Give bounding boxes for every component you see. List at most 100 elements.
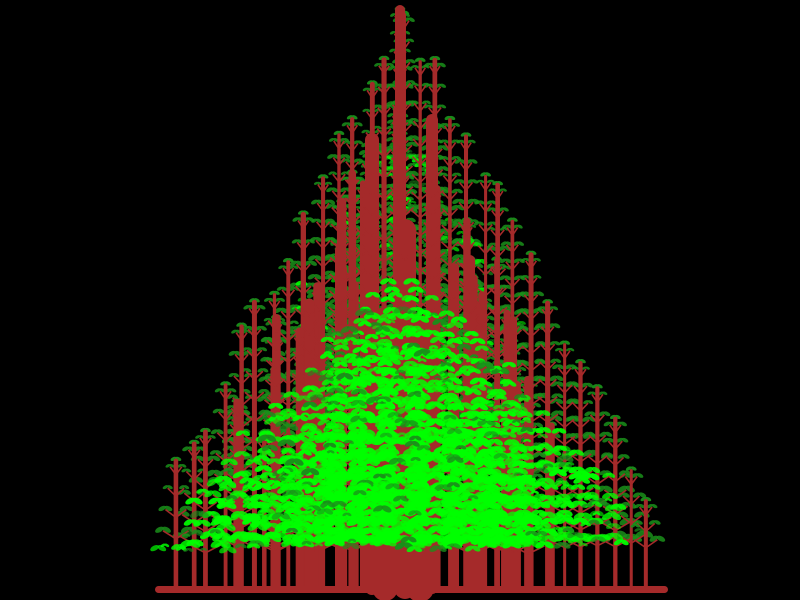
leaf bbox=[586, 382, 594, 388]
leaf bbox=[440, 83, 447, 88]
leaf bbox=[409, 59, 416, 64]
leaf bbox=[262, 368, 269, 373]
leaf bbox=[214, 388, 221, 393]
leaf bbox=[564, 416, 573, 422]
leaf bbox=[605, 431, 613, 437]
leaf bbox=[328, 138, 335, 142]
leaf bbox=[502, 188, 507, 192]
leaf bbox=[552, 364, 559, 370]
leaf bbox=[289, 260, 297, 266]
leaf bbox=[357, 122, 363, 127]
leaf bbox=[488, 188, 493, 192]
leaf bbox=[587, 400, 594, 405]
leaf bbox=[228, 350, 236, 356]
leaf bbox=[260, 325, 267, 331]
leaf bbox=[517, 224, 523, 229]
leaf bbox=[555, 375, 564, 382]
leaf bbox=[230, 388, 237, 393]
leaf bbox=[535, 341, 541, 346]
leaf bbox=[279, 297, 285, 302]
leaf bbox=[209, 450, 217, 455]
leaf bbox=[409, 38, 415, 43]
leaf bbox=[471, 159, 478, 164]
leaf bbox=[454, 122, 461, 127]
leaf bbox=[531, 375, 540, 382]
leaf bbox=[571, 366, 576, 370]
leaf bbox=[474, 200, 481, 205]
leaf bbox=[473, 221, 480, 226]
leaf bbox=[425, 100, 431, 105]
leaf bbox=[328, 181, 333, 185]
leaf bbox=[516, 308, 525, 314]
leaf bbox=[651, 503, 658, 509]
leaf bbox=[308, 255, 316, 261]
leaf bbox=[339, 138, 345, 142]
leaf bbox=[534, 358, 541, 363]
leaf bbox=[205, 469, 215, 477]
leaf bbox=[274, 297, 281, 302]
leaf bbox=[212, 455, 221, 462]
leaf bbox=[388, 62, 395, 67]
leaf bbox=[603, 411, 611, 417]
leaf bbox=[518, 291, 525, 297]
leaf bbox=[602, 391, 608, 396]
leaf bbox=[503, 207, 509, 212]
leaf bbox=[313, 181, 319, 185]
leaf bbox=[195, 435, 201, 439]
leaf bbox=[158, 505, 166, 512]
leaf bbox=[323, 270, 331, 276]
leaf bbox=[584, 411, 591, 417]
leaf bbox=[328, 199, 336, 205]
leaf bbox=[307, 273, 316, 280]
leaf bbox=[212, 408, 220, 414]
leaf bbox=[520, 275, 526, 279]
leaf bbox=[333, 138, 339, 142]
leaf bbox=[324, 254, 331, 259]
leaf bbox=[554, 341, 561, 346]
leaf bbox=[228, 372, 235, 378]
leaf bbox=[439, 62, 446, 68]
leaf bbox=[278, 265, 284, 270]
leaf bbox=[358, 149, 366, 156]
leaf bbox=[456, 139, 462, 144]
leaf bbox=[276, 286, 283, 291]
leaf bbox=[536, 275, 542, 279]
leaf bbox=[456, 188, 463, 194]
leaf bbox=[408, 17, 415, 23]
leaf bbox=[288, 282, 297, 288]
leaf bbox=[341, 122, 348, 127]
leaf bbox=[181, 468, 187, 473]
leaf bbox=[210, 435, 216, 439]
leaf bbox=[362, 87, 368, 92]
leaf bbox=[552, 306, 559, 311]
leaf bbox=[470, 139, 476, 144]
leaf bbox=[268, 297, 275, 302]
leaf bbox=[582, 431, 590, 437]
leaf bbox=[155, 526, 164, 533]
leaf bbox=[374, 62, 380, 67]
leaf bbox=[634, 503, 640, 509]
leaf bbox=[292, 217, 299, 222]
leaf bbox=[476, 179, 481, 183]
leaf bbox=[452, 198, 460, 205]
leaf bbox=[181, 464, 187, 468]
leaf bbox=[453, 179, 460, 184]
leaf bbox=[291, 239, 298, 244]
leaf bbox=[638, 492, 647, 498]
leaf bbox=[534, 323, 542, 329]
leaf bbox=[309, 260, 318, 266]
leaf bbox=[456, 172, 462, 177]
leaf bbox=[602, 437, 609, 443]
leaf bbox=[423, 62, 431, 68]
leaf bbox=[263, 388, 270, 394]
leaf bbox=[585, 366, 590, 370]
leaf bbox=[556, 393, 564, 399]
leaf bbox=[263, 297, 270, 302]
leaf bbox=[231, 329, 237, 334]
leaf bbox=[499, 275, 506, 281]
leaf bbox=[327, 154, 334, 159]
leaf bbox=[442, 166, 450, 172]
leaf bbox=[517, 241, 525, 246]
leaf bbox=[280, 317, 286, 322]
